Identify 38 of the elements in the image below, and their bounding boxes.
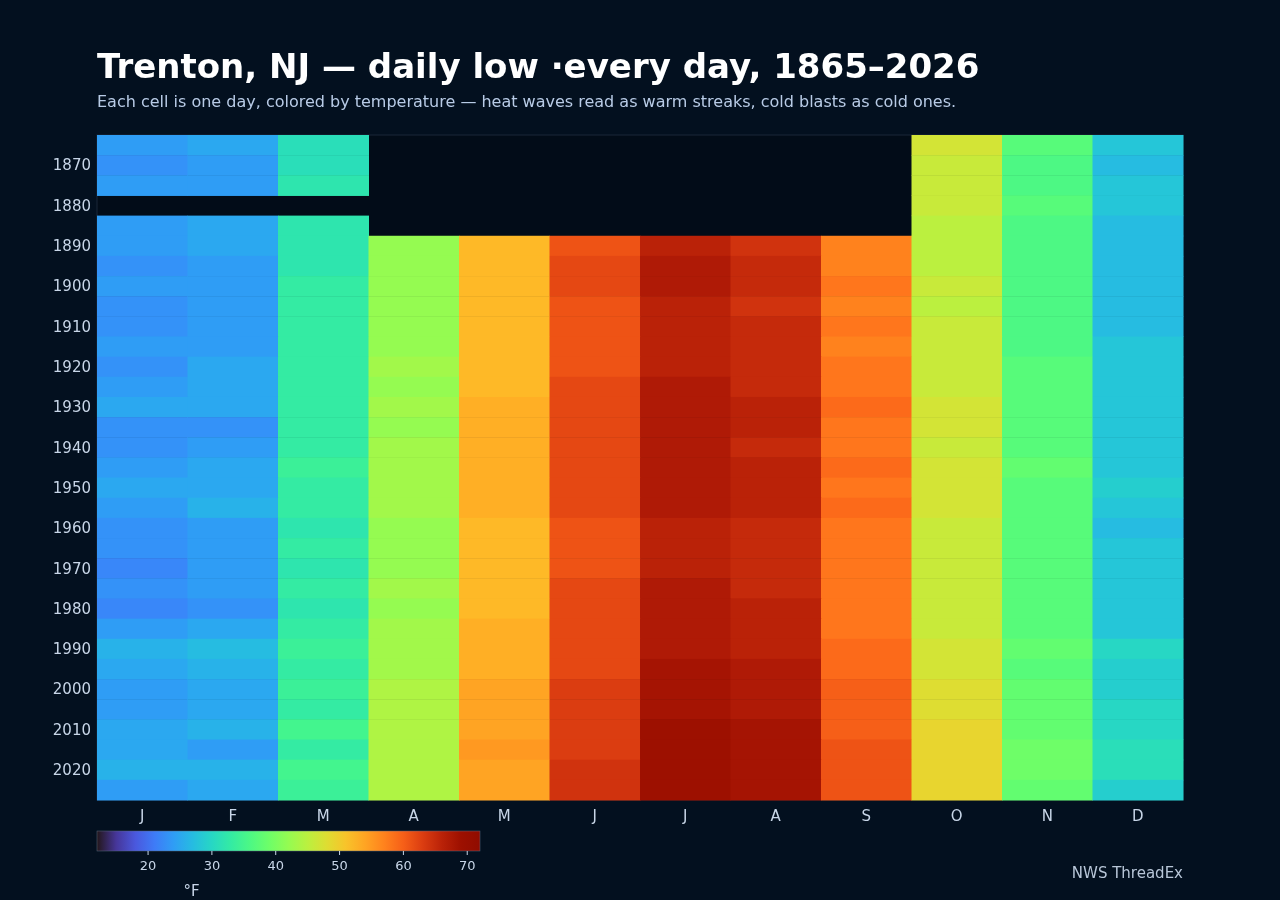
color-bar-title: °F — [183, 882, 200, 900]
y-tick-label: 1880 — [52, 196, 91, 215]
y-tick-label: 1970 — [52, 559, 91, 578]
y-tick-label: 1910 — [52, 317, 91, 336]
x-tick-label: D — [1131, 807, 1144, 825]
color-bar-label: 70 — [458, 858, 476, 873]
x-tick-label: A — [408, 807, 420, 825]
x-tick-label: O — [950, 807, 963, 825]
color-bar-label: 40 — [267, 858, 285, 873]
x-tick-label: M — [316, 807, 330, 825]
text: NWS ThreadEx — [1071, 864, 1184, 882]
x-tick-label: J — [682, 807, 688, 825]
y-tick-label: 1940 — [52, 438, 91, 457]
y-tick-label: 1890 — [52, 237, 91, 256]
y-tick-label: 1990 — [52, 640, 91, 659]
x-tick-label: J — [139, 807, 145, 825]
y-tick-label: 1960 — [52, 519, 91, 538]
y-tick-label: 1900 — [52, 277, 91, 296]
y-tick-label: 1950 — [52, 478, 91, 497]
x-tick-label: M — [497, 807, 511, 825]
y-tick-label: 1920 — [52, 357, 91, 376]
x-tick-label: A — [770, 807, 782, 825]
x-tick-label: J — [591, 807, 597, 825]
y-tick-label: 2020 — [52, 761, 91, 780]
color-bar-label: 60 — [395, 858, 412, 873]
y-tick-label: 1870 — [52, 156, 91, 175]
y-tick-label: 2000 — [52, 680, 91, 699]
y-tick-label: 2010 — [52, 720, 91, 739]
color-bar-label: 20 — [139, 858, 157, 873]
color-bar-label: 50 — [331, 858, 348, 873]
x-tick-label: N — [1041, 807, 1053, 825]
chart-title: Trenton, NJ — daily low ·every day, 1865–2026 — [97, 46, 980, 86]
x-tick-label: S — [861, 807, 872, 825]
y-tick-label: 1980 — [52, 599, 91, 618]
chart-subtitle: Each cell is one day, colored by temperature — heat waves read as warm streaks, cold blasts as cold ones. — [97, 92, 957, 111]
color-bar-label: 30 — [203, 858, 221, 873]
y-tick-label: 1930 — [52, 398, 91, 417]
x-tick-label: F — [228, 807, 238, 825]
